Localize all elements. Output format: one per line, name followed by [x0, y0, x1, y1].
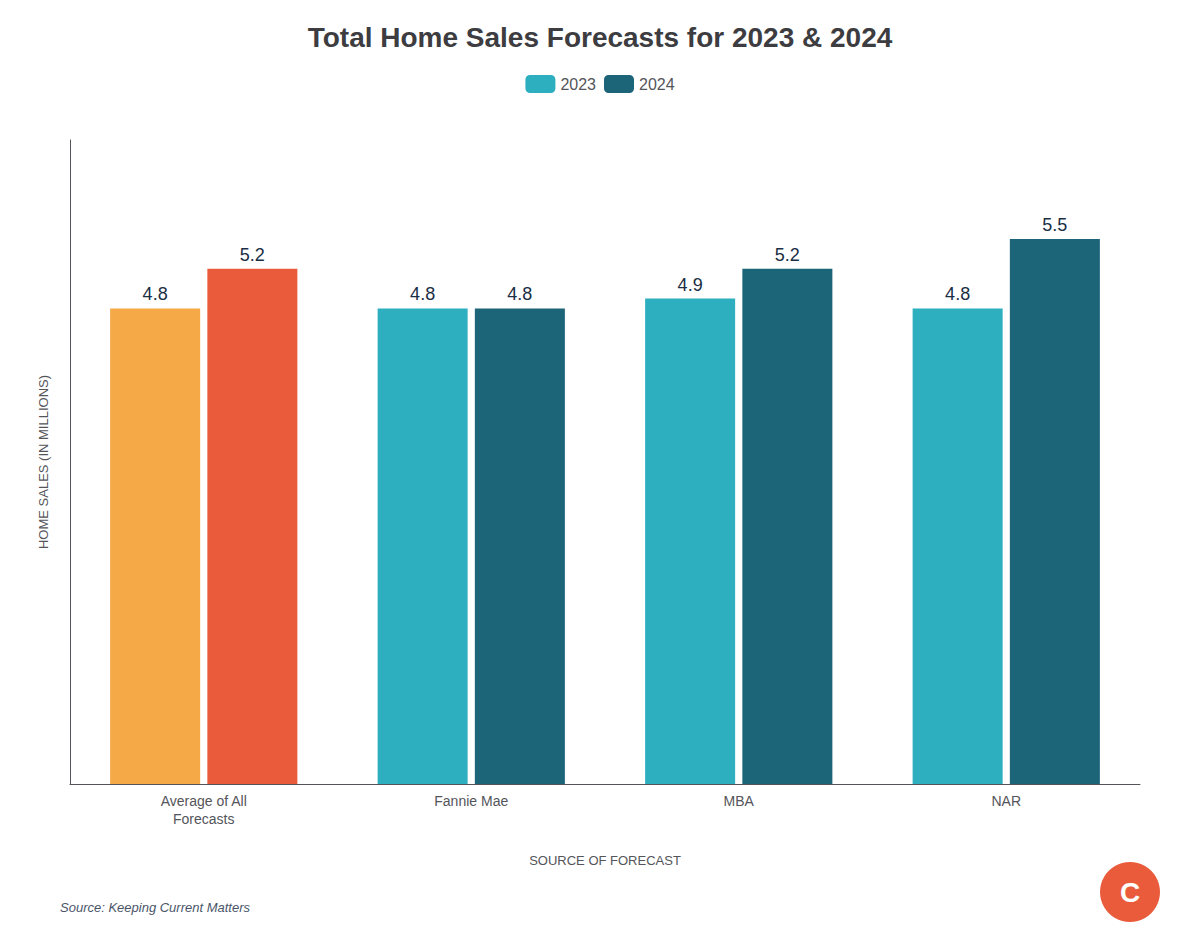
svg-text:4.8: 4.8 — [410, 284, 435, 304]
svg-text:5.5: 5.5 — [1042, 215, 1067, 235]
svg-text:4.9: 4.9 — [678, 275, 703, 295]
svg-text:2023: 2023 — [560, 76, 596, 93]
svg-text:5.2: 5.2 — [775, 245, 800, 265]
svg-text:Average of All: Average of All — [161, 793, 247, 809]
svg-text:Source: Keeping Current Matter: Source: Keeping Current Matters — [60, 900, 251, 915]
svg-text:NAR: NAR — [991, 793, 1021, 809]
svg-text:HOME SALES (IN MILLIONS): HOME SALES (IN MILLIONS) — [36, 375, 51, 549]
svg-text:Forecasts: Forecasts — [173, 811, 234, 827]
svg-text:Total Home Sales Forecasts for: Total Home Sales Forecasts for 2023 & 20… — [308, 22, 893, 53]
svg-text:4.8: 4.8 — [143, 284, 168, 304]
svg-text:SOURCE OF FORECAST: SOURCE OF FORECAST — [529, 853, 681, 868]
svg-text:Fannie Mae: Fannie Mae — [434, 793, 508, 809]
svg-text:5.2: 5.2 — [240, 245, 265, 265]
svg-text:MBA: MBA — [724, 793, 755, 809]
svg-text:C: C — [1120, 877, 1140, 908]
svg-text:4.8: 4.8 — [507, 284, 532, 304]
svg-text:2024: 2024 — [639, 76, 675, 93]
svg-text:4.8: 4.8 — [945, 284, 970, 304]
